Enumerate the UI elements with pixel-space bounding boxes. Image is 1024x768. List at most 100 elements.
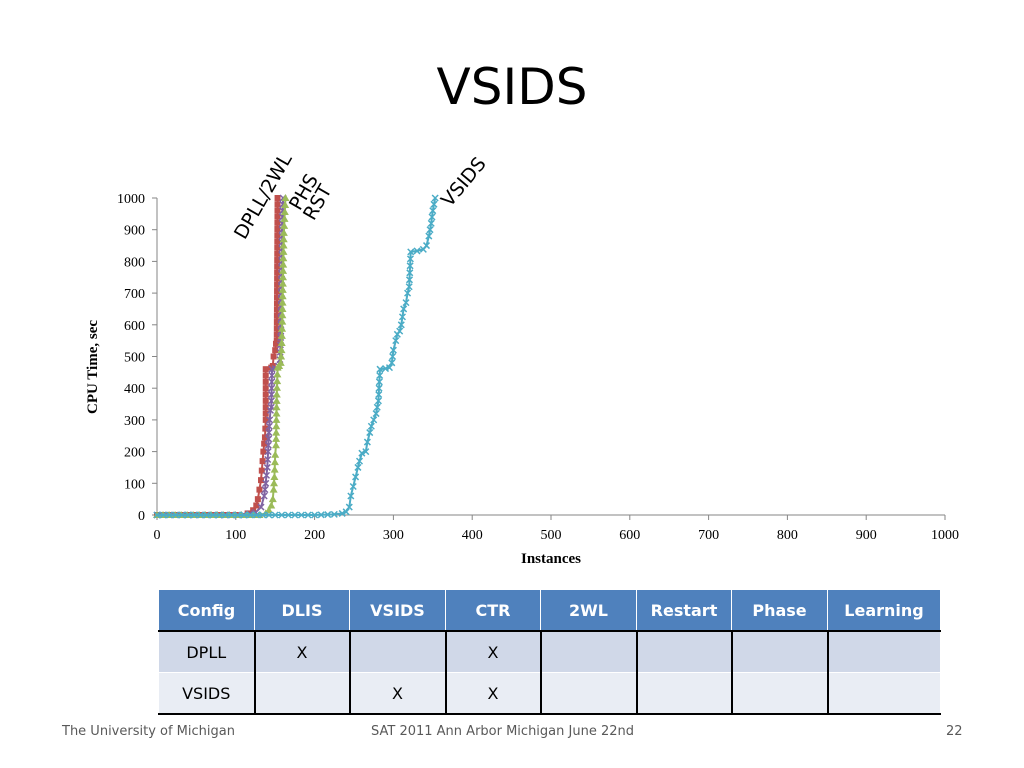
data-point (278, 273, 287, 281)
data-point (269, 485, 278, 493)
data-point (280, 214, 289, 222)
data-point (406, 255, 414, 263)
data-point (274, 244, 281, 251)
data-point (268, 495, 277, 503)
data-point (266, 416, 274, 424)
data-point (221, 511, 229, 519)
data-point (402, 299, 410, 307)
data-point (274, 294, 281, 301)
data-point (279, 235, 288, 243)
data-point (274, 238, 281, 245)
data-point (270, 472, 279, 480)
y-tick-label: 0 (138, 509, 145, 524)
table-cell: X (445, 630, 542, 673)
data-point (258, 477, 265, 484)
x-tick-label: 100 (225, 528, 246, 543)
data-point (272, 396, 281, 404)
table-cell: DPLL (158, 630, 256, 673)
data-point (291, 511, 299, 519)
data-point (190, 511, 198, 519)
series-line (157, 197, 285, 516)
data-point (281, 194, 290, 201)
data-point (273, 337, 280, 344)
data-point (405, 283, 413, 291)
data-point (172, 511, 180, 519)
data-point (311, 511, 319, 519)
header-2wl: 2WL (540, 589, 637, 632)
data-point (273, 312, 280, 319)
data-point (367, 422, 375, 430)
data-point (272, 383, 281, 391)
data-point (278, 285, 287, 293)
y-tick-label: 800 (124, 255, 145, 270)
data-point (263, 463, 271, 471)
table-cell (731, 672, 829, 715)
data-point (197, 511, 205, 519)
table-cell (540, 672, 638, 715)
data-point (203, 511, 211, 519)
data-point (228, 511, 236, 519)
data-point (277, 331, 286, 339)
data-point (215, 511, 223, 519)
data-point (276, 358, 285, 366)
data-point (272, 390, 281, 398)
table-cell: X (445, 672, 542, 715)
data-point (362, 448, 370, 456)
data-point (274, 201, 281, 208)
data-point (265, 422, 273, 430)
data-point (278, 298, 287, 306)
table-cell (827, 672, 941, 715)
data-point (374, 397, 382, 405)
y-tick-label: 500 (124, 351, 145, 366)
data-point (262, 404, 269, 411)
data-point (278, 324, 287, 332)
data-point (338, 509, 346, 517)
data-point (273, 306, 280, 313)
data-point (262, 397, 269, 404)
data-point (273, 331, 280, 338)
series-phs (153, 194, 287, 519)
data-point (268, 371, 276, 380)
table-row: DPLL X X (158, 630, 941, 673)
data-point (273, 370, 282, 378)
y-axis-label: CPU Time, sec (85, 320, 101, 414)
data-point (345, 503, 353, 511)
data-point (265, 429, 273, 437)
data-point (153, 511, 161, 519)
data-point (317, 511, 325, 519)
data-point (342, 508, 350, 516)
data-point (274, 269, 281, 276)
data-point (404, 289, 412, 297)
y-tick-label: 700 (124, 287, 145, 302)
data-point (426, 226, 434, 234)
x-tick-label: 1000 (931, 528, 959, 543)
x-tick-label: 700 (698, 528, 719, 543)
y-tick-label: 600 (124, 319, 145, 334)
table-cell (349, 630, 447, 673)
data-point (262, 372, 269, 379)
table-cell: VSIDS (158, 672, 256, 715)
data-point (324, 511, 332, 519)
data-point (398, 313, 406, 321)
data-point (284, 511, 292, 519)
data-point (273, 377, 282, 385)
data-point (273, 300, 280, 307)
data-point (261, 486, 269, 494)
data-point (278, 279, 287, 287)
data-point (385, 364, 393, 372)
data-point (407, 248, 415, 256)
table-cell (731, 630, 829, 673)
data-point (354, 463, 362, 471)
data-point (209, 511, 217, 519)
data-point (273, 325, 280, 332)
data-point (240, 511, 248, 519)
data-point (279, 266, 288, 274)
x-tick-label: 500 (541, 528, 562, 543)
data-point (352, 473, 360, 481)
data-point (279, 254, 288, 262)
series-line (157, 197, 279, 516)
data-point (272, 428, 281, 436)
data-point (263, 471, 271, 479)
data-point (259, 511, 267, 519)
data-point (246, 511, 254, 519)
